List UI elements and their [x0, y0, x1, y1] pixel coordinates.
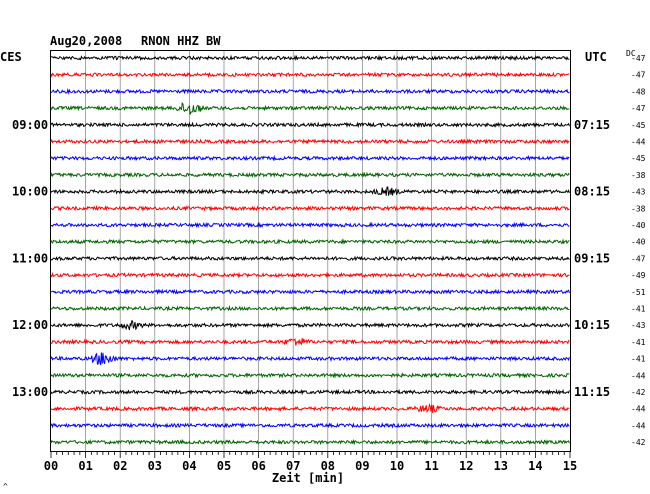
x-tick-label: 15 [563, 459, 577, 473]
x-tick-label: 07 [286, 459, 300, 473]
dc-offset-value: -41 [631, 355, 646, 364]
x-tick-label: 10 [390, 459, 404, 473]
trace-11 [50, 221, 570, 229]
trace-9 [50, 186, 570, 196]
trace-10 [50, 204, 570, 212]
x-tick-label: 12 [459, 459, 473, 473]
left-hour-label: 11:00 [12, 251, 48, 265]
dc-offset-value: -40 [631, 238, 646, 247]
trace-19 [50, 352, 570, 366]
x-tick-label: 06 [251, 459, 265, 473]
trace-1 [51, 54, 570, 62]
dc-offset-value: -40 [631, 221, 646, 230]
trace-21 [50, 388, 570, 396]
trace-7 [50, 154, 570, 162]
trace-20 [50, 371, 570, 379]
x-tick-label: 11 [424, 459, 438, 473]
dc-offset-value: -42 [631, 388, 646, 397]
dc-offset-value: -45 [631, 154, 646, 163]
trace-18 [50, 338, 570, 346]
dc-offset-value: -41 [631, 338, 646, 347]
trace-3 [50, 87, 570, 95]
trace-14 [50, 271, 570, 279]
dc-offset-value: -45 [631, 121, 646, 130]
x-tick-label: 13 [494, 459, 508, 473]
trace-24 [50, 438, 570, 446]
trace-5 [50, 121, 570, 129]
trace-group [50, 54, 570, 446]
minute-grid [85, 51, 536, 451]
trace-13 [50, 254, 570, 262]
trace-23 [50, 422, 570, 429]
dc-offset-value: -49 [631, 271, 646, 280]
x-tick-label: 05 [217, 459, 231, 473]
x-tick-label: 02 [113, 459, 127, 473]
left-timezone-label: CES [0, 50, 22, 64]
left-hour-label: 12:00 [12, 318, 48, 332]
x-tick-label: 09 [355, 459, 369, 473]
date-label: Aug20,2008 [50, 34, 122, 48]
trace-12 [50, 238, 570, 246]
right-hour-label: 11:15 [574, 385, 610, 399]
dc-offset-value: -47 [631, 71, 646, 80]
trace-15 [50, 288, 570, 296]
x-tick-label: 03 [148, 459, 162, 473]
dc-offset-value: -43 [631, 321, 646, 330]
left-hour-label: 09:00 [12, 118, 48, 132]
trace-4 [50, 102, 570, 115]
trace-17 [50, 320, 570, 331]
right-timezone-label: UTC [585, 50, 607, 64]
dc-offset-value: -47 [631, 104, 646, 113]
dc-offset-value: -51 [631, 288, 646, 297]
x-axis: 00 01 02 03 04 05 06 07 08 09 10 11 12 13 14 15 [44, 451, 577, 473]
trace-16 [50, 304, 570, 312]
dc-offset-value: -38 [631, 204, 646, 213]
right-hour-label: 10:15 [574, 318, 610, 332]
x-tick-label: 01 [78, 459, 92, 473]
right-hour-labels: 07:15 08:15 09:15 10:15 11:15 [574, 118, 610, 399]
dc-offset-value: -44 [631, 138, 646, 147]
dc-offset-labels: -47 -47 -48 -47 -45 -44 -45 -38 -43 -38 -40 -40 -47 -… [631, 54, 646, 447]
x-tick-label: 00 [44, 459, 58, 473]
dc-offset-value: -44 [631, 405, 646, 414]
station-label: RNON HHZ BW [141, 34, 221, 48]
x-axis-title: Zeit [min] [272, 471, 344, 485]
dc-offset-value: -48 [631, 87, 646, 96]
right-hour-label: 07:15 [574, 118, 610, 132]
right-hour-label: 09:15 [574, 251, 610, 265]
trace-6 [50, 138, 570, 145]
dc-offset-value: -44 [631, 371, 646, 380]
dc-offset-value: -43 [631, 188, 646, 197]
trace-8 [50, 171, 570, 179]
footer-mark: ^ [3, 482, 8, 491]
right-hour-label: 08:15 [574, 185, 610, 199]
x-tick-label: 08 [321, 459, 335, 473]
left-hour-label: 10:00 [12, 185, 48, 199]
trace-2 [50, 71, 570, 78]
dc-offset-value: -41 [631, 305, 646, 314]
x-tick-label: 14 [528, 459, 542, 473]
trace-22 [50, 403, 570, 413]
dc-offset-value: -44 [631, 421, 646, 430]
dc-offset-value: -42 [631, 438, 646, 447]
x-tick-label: 04 [182, 459, 196, 473]
left-hour-label: 13:00 [12, 385, 48, 399]
left-hour-labels: 09:00 10:00 11:00 12:00 13:00 [12, 118, 48, 399]
dc-offset-value: -47 [631, 54, 646, 63]
dc-offset-value: -38 [631, 171, 646, 180]
dc-label: DC [626, 49, 636, 58]
dc-offset-value: -47 [631, 254, 646, 263]
